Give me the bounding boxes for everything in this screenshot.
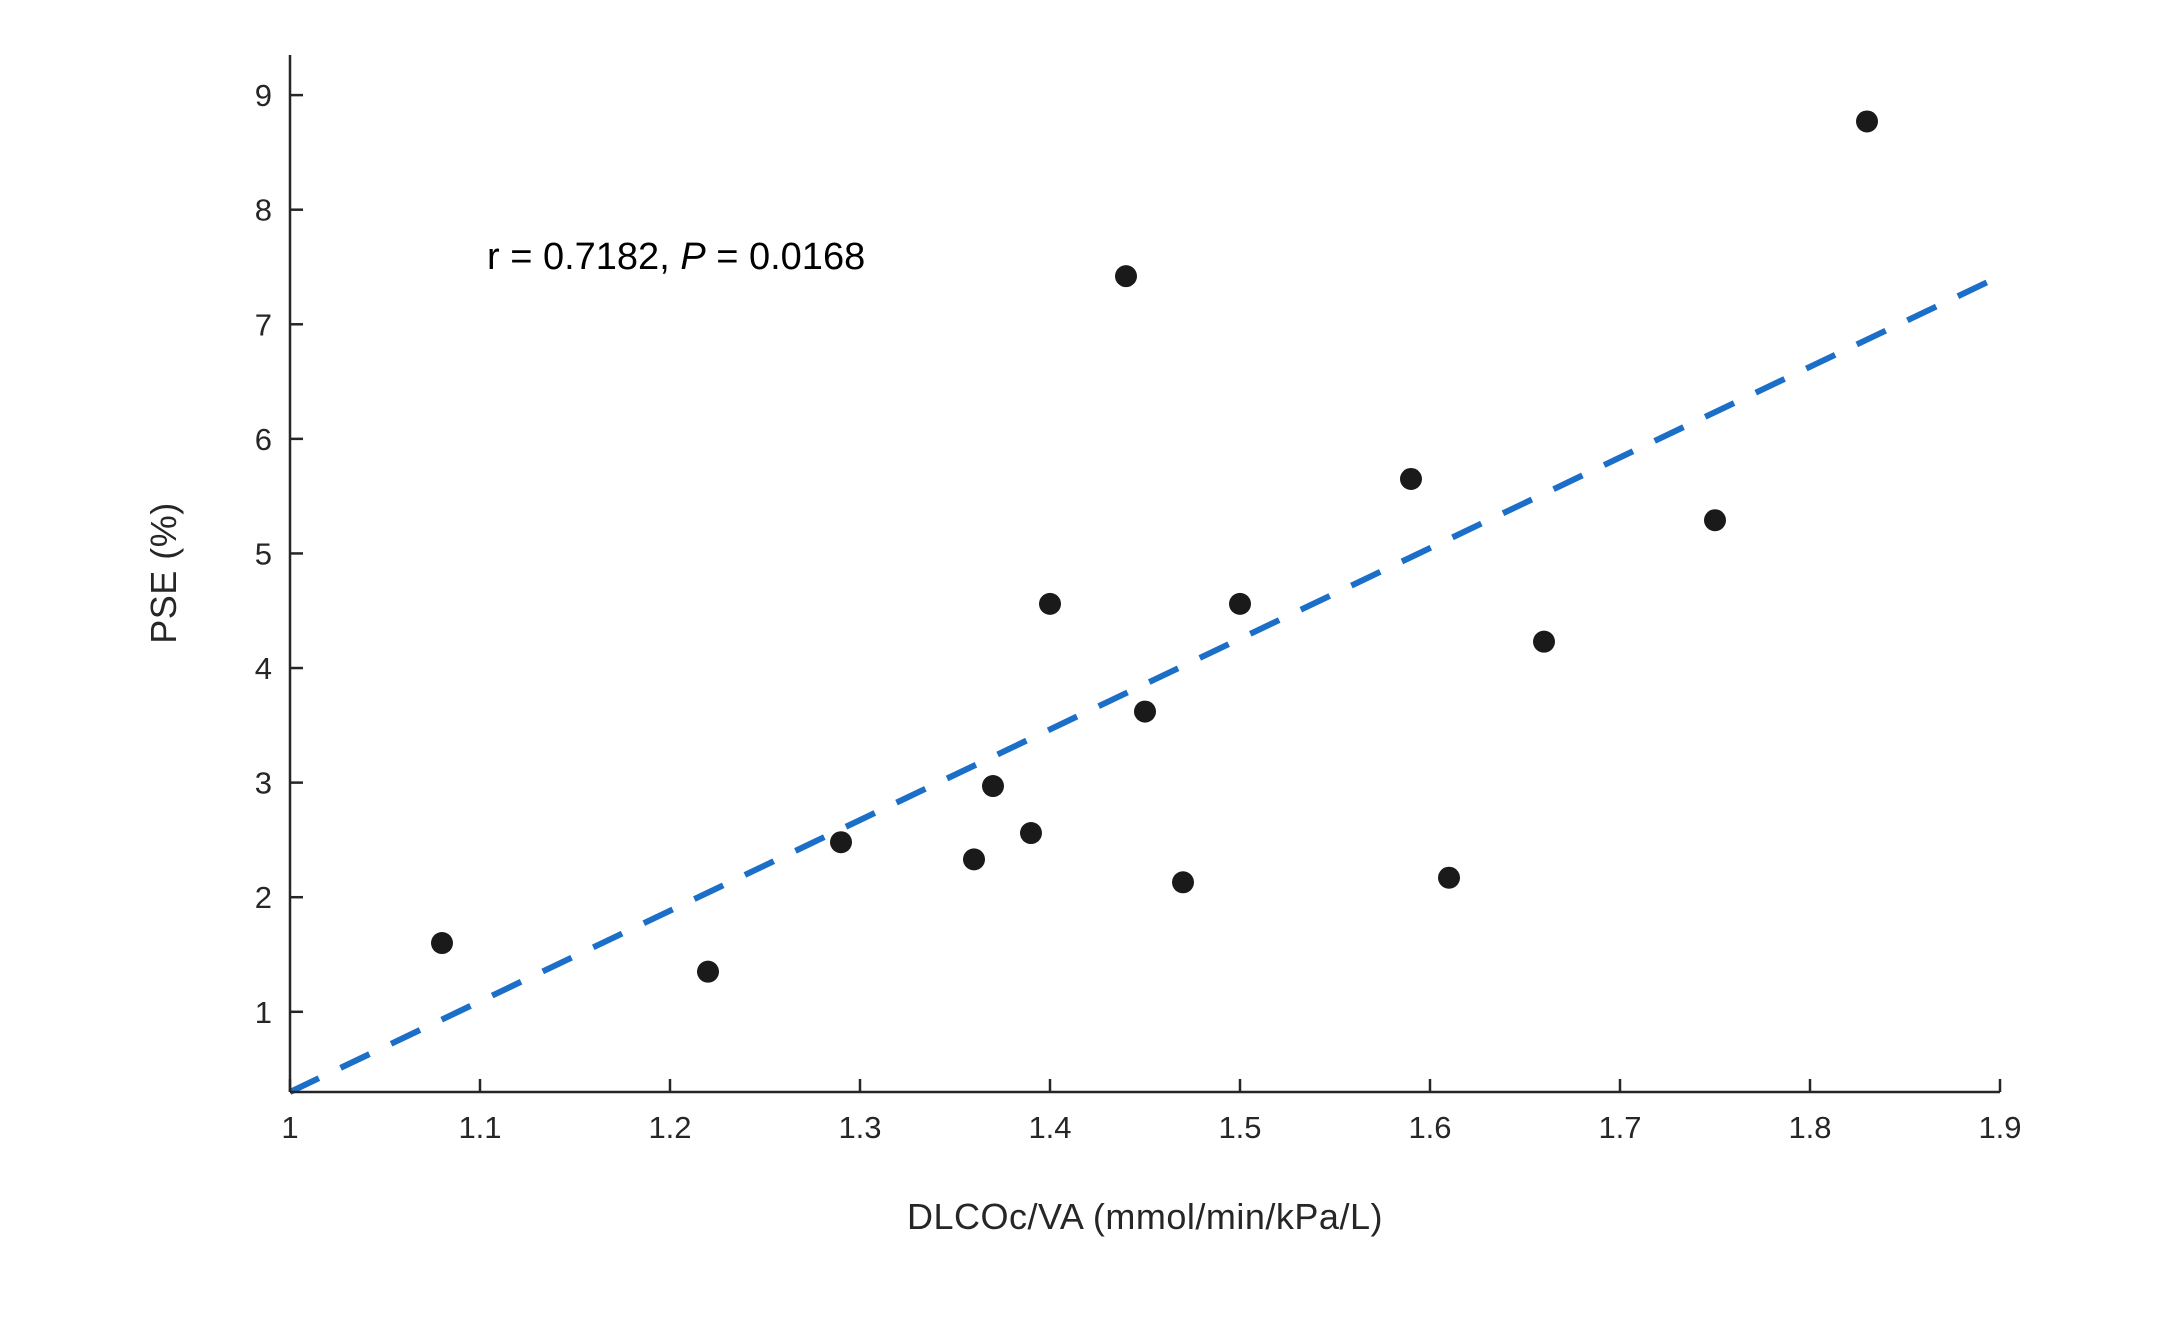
y-tick-label: 7: [255, 307, 272, 342]
trend-line: [288, 273, 2002, 1095]
y-tick-label: 8: [255, 193, 272, 228]
x-tick-label: 1.1: [458, 1110, 501, 1145]
scatter-point: [1039, 592, 1061, 615]
y-tick-label: 2: [255, 880, 272, 915]
annotation-r-value: r = 0.7182,: [487, 236, 681, 278]
scatter-point: [830, 831, 852, 854]
x-tick-label: 1.4: [1028, 1110, 1071, 1145]
scatter-point: [1704, 509, 1726, 532]
scatter-point: [431, 932, 453, 955]
y-tick-label: 9: [255, 78, 272, 113]
scatter-point: [1115, 265, 1137, 288]
y-axis-label: PSE (%): [143, 502, 184, 644]
x-axis-label: DLCOc/VA (mmol/min/kPa/L): [907, 1196, 1383, 1237]
y-tick-label: 1: [255, 995, 272, 1030]
correlation-annotation: r = 0.7182, P = 0.0168: [487, 236, 865, 279]
x-tick-label: 1.2: [648, 1110, 691, 1145]
y-tick-label: 4: [255, 651, 272, 686]
x-tick-label: 1.5: [1218, 1110, 1261, 1145]
annotation-p-value: = 0.0168: [705, 236, 866, 278]
x-tick-label: 1.8: [1788, 1110, 1831, 1145]
x-tick-label: 1.9: [1978, 1110, 2021, 1145]
scatter-point: [1438, 866, 1460, 889]
y-tick-label: 6: [255, 422, 272, 457]
x-tick-label: 1.3: [838, 1110, 881, 1145]
scatter-point: [1533, 630, 1555, 653]
scatter-point: [1134, 700, 1156, 723]
annotation-p-symbol: P: [680, 236, 706, 278]
scatter-point: [963, 848, 985, 871]
scatter-point: [1856, 110, 1878, 133]
y-tick-label: 3: [255, 766, 272, 801]
x-tick-label: 1: [281, 1110, 298, 1145]
scatter-point: [982, 775, 1004, 798]
scatter-point: [1400, 467, 1422, 490]
scatter-point: [1020, 822, 1042, 845]
x-tick-label: 1.6: [1408, 1110, 1451, 1145]
x-tick-label: 1.7: [1598, 1110, 1641, 1145]
scatter-point: [697, 960, 719, 983]
scatter-point: [1229, 592, 1251, 615]
y-tick-label: 5: [255, 536, 272, 571]
scatter-point: [1172, 871, 1194, 894]
